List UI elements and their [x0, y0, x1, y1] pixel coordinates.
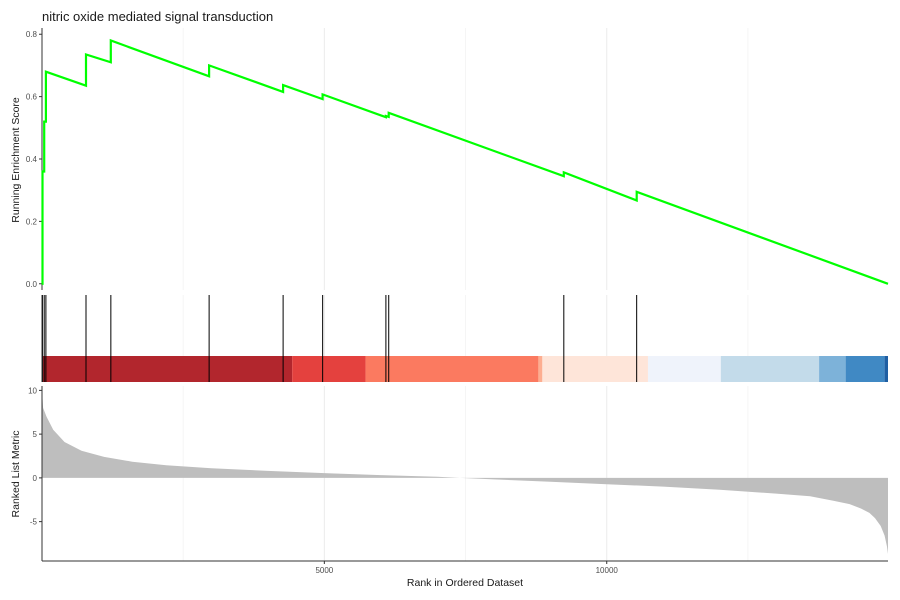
- grid-top: [182, 28, 749, 290]
- x-ticks: 5000 10000: [315, 561, 618, 575]
- y-tick-label-bottom-0: -5: [30, 518, 38, 527]
- ranked-metric-area: [41, 388, 888, 554]
- color-band-1: [292, 356, 366, 382]
- chart-title: nitric oxide mediated signal transductio…: [42, 9, 273, 24]
- x-tick-label-1: 10000: [596, 566, 619, 575]
- y-tick-label-top-4: 0.8: [26, 30, 38, 39]
- y-ticks-top: 0.0 0.2 0.4 0.6 0.8: [26, 30, 42, 289]
- panel-running-score: 0.0 0.2 0.4 0.6 0.8 Running Enrichment Score: [10, 28, 889, 290]
- color-band-7: [819, 356, 846, 382]
- y-tick-label-top-1: 0.2: [26, 217, 38, 226]
- enrichment-score-line: [41, 38, 889, 285]
- color-band-8: [845, 356, 885, 382]
- y-tick-label-bottom-2: 5: [33, 430, 38, 439]
- x-axis-label: Rank in Ordered Dataset: [407, 577, 523, 589]
- panel-ranked-metric: -5 0 5 10 5000 10000 Ranked List Metric Rank…: [10, 386, 888, 589]
- rank-color-bands: [41, 356, 888, 382]
- x-tick-label-0: 5000: [315, 566, 333, 575]
- color-band-2: [365, 356, 539, 382]
- color-band-3: [538, 356, 543, 382]
- y-ticks-bottom: -5 0 5 10: [28, 386, 42, 527]
- color-band-4: [542, 356, 648, 382]
- y-tick-label-bottom-1: 0: [33, 474, 38, 483]
- color-band-9: [884, 356, 888, 382]
- y-axis-label-running-score: Running Enrichment Score: [10, 97, 22, 223]
- y-tick-label-top-2: 0.4: [26, 155, 38, 164]
- color-band-0: [41, 356, 293, 382]
- y-tick-label-top-3: 0.6: [26, 93, 38, 102]
- panel-hits: [41, 295, 888, 382]
- color-band-6: [720, 356, 820, 382]
- y-tick-label-top-0: 0.0: [26, 280, 38, 289]
- color-band-5: [647, 356, 721, 382]
- gene-hit-marks: [42, 295, 638, 382]
- y-axis-label-ranked-metric: Ranked List Metric: [10, 431, 22, 518]
- y-tick-label-bottom-3: 10: [28, 386, 37, 395]
